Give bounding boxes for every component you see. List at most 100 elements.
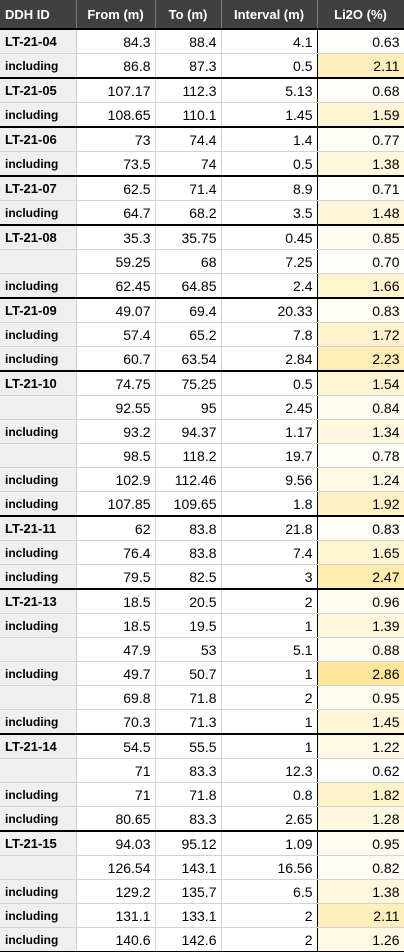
ddh-id-cell: LT-21-07 <box>0 175 77 201</box>
to-cell: 110.1 <box>155 102 222 128</box>
to-cell: 68.2 <box>155 200 222 226</box>
li2o-cell: 1.26 <box>317 927 404 952</box>
from-cell: 69.8 <box>76 685 156 710</box>
ddh-id-cell: including <box>0 53 77 79</box>
from-cell: 79.5 <box>76 564 156 590</box>
interval-cell: 16.56 <box>221 855 318 880</box>
to-cell: 135.7 <box>155 879 222 904</box>
ddh-id-cell: LT-21-10 <box>0 370 77 396</box>
to-cell: 74 <box>155 151 222 177</box>
table-body: LT-21-04 84.3 88.4 4.1 0.63 including 86.8 87.3… <box>0 28 404 952</box>
interval-cell: 1 <box>221 733 318 759</box>
table-row: LT-21-08 35.3 35.75 0.45 0.85 <box>0 224 404 250</box>
table-row: LT-21-04 84.3 88.4 4.1 0.63 <box>0 28 404 54</box>
from-cell: 126.54 <box>76 855 156 880</box>
to-cell: 53 <box>155 637 222 662</box>
interval-cell: 1.8 <box>221 491 318 517</box>
interval-cell: 7.8 <box>221 322 318 347</box>
from-cell: 18.5 <box>76 588 156 614</box>
to-cell: 35.75 <box>155 224 222 250</box>
interval-cell: 3.5 <box>221 200 318 226</box>
li2o-cell: 0.84 <box>317 395 404 420</box>
table-row: including 140.6 142.6 2 1.26 <box>0 927 404 952</box>
li2o-cell: 0.68 <box>317 77 404 103</box>
li2o-cell: 0.95 <box>317 830 404 856</box>
interval-cell: 2 <box>221 903 318 928</box>
li2o-cell: 1.72 <box>317 322 404 347</box>
from-cell: 84.3 <box>76 28 156 54</box>
ddh-id-cell: including <box>0 200 77 226</box>
to-cell: 83.8 <box>155 540 222 565</box>
to-cell: 95 <box>155 395 222 420</box>
ddh-id-cell <box>0 443 77 468</box>
to-cell: 94.37 <box>155 419 222 444</box>
ddh-id-cell <box>0 855 77 880</box>
from-cell: 107.17 <box>76 77 156 103</box>
to-cell: 74.4 <box>155 126 222 152</box>
li2o-cell: 1.38 <box>317 879 404 904</box>
table-row: including 73.5 74 0.5 1.38 <box>0 151 404 177</box>
from-cell: 62.5 <box>76 175 156 201</box>
ddh-id-cell: LT-21-05 <box>0 77 77 103</box>
table-row: LT-21-15 94.03 95.12 1.09 0.95 <box>0 830 404 856</box>
to-cell: 87.3 <box>155 53 222 79</box>
table-row: LT-21-13 18.5 20.5 2 0.96 <box>0 588 404 614</box>
table-row: 98.5 118.2 19.7 0.78 <box>0 443 404 468</box>
ddh-id-cell: LT-21-14 <box>0 733 77 759</box>
interval-cell: 19.7 <box>221 443 318 468</box>
ddh-id-cell: LT-21-15 <box>0 830 77 856</box>
interval-cell: 2 <box>221 927 318 952</box>
interval-cell: 1.17 <box>221 419 318 444</box>
interval-cell: 0.5 <box>221 151 318 177</box>
table-row: 69.8 71.8 2 0.95 <box>0 685 404 710</box>
ddh-id-cell: including <box>0 613 77 638</box>
to-cell: 142.6 <box>155 927 222 952</box>
from-cell: 64.7 <box>76 200 156 226</box>
ddh-id-cell: LT-21-04 <box>0 28 77 54</box>
to-cell: 88.4 <box>155 28 222 54</box>
table-row: LT-21-09 49.07 69.4 20.33 0.83 <box>0 297 404 323</box>
table-row: LT-21-07 62.5 71.4 8.9 0.71 <box>0 175 404 201</box>
from-cell: 59.25 <box>76 249 156 274</box>
interval-cell: 8.9 <box>221 175 318 201</box>
li2o-cell: 0.83 <box>317 515 404 541</box>
li2o-cell: 1.66 <box>317 273 404 299</box>
li2o-cell: 0.70 <box>317 249 404 274</box>
interval-cell: 21.8 <box>221 515 318 541</box>
table-row: including 76.4 83.8 7.4 1.65 <box>0 540 404 565</box>
interval-cell: 0.5 <box>221 370 318 396</box>
to-cell: 71.8 <box>155 685 222 710</box>
interval-cell: 12.3 <box>221 758 318 783</box>
table-row: including 70.3 71.3 1 1.45 <box>0 709 404 735</box>
ddh-id-cell: including <box>0 419 77 444</box>
li2o-cell: 1.39 <box>317 613 404 638</box>
table-row: 59.25 68 7.25 0.70 <box>0 249 404 274</box>
ddh-id-cell: LT-21-11 <box>0 515 77 541</box>
li2o-cell: 0.63 <box>317 28 404 54</box>
from-cell: 71 <box>76 782 156 807</box>
li2o-cell: 0.71 <box>317 175 404 201</box>
table-row: including 18.5 19.5 1 1.39 <box>0 613 404 638</box>
ddh-id-cell: including <box>0 927 77 952</box>
interval-cell: 20.33 <box>221 297 318 323</box>
to-cell: 75.25 <box>155 370 222 396</box>
header-interval: Interval (m) <box>221 0 318 29</box>
interval-cell: 7.25 <box>221 249 318 274</box>
to-cell: 71.3 <box>155 709 222 735</box>
to-cell: 82.5 <box>155 564 222 590</box>
to-cell: 64.85 <box>155 273 222 299</box>
ddh-id-cell: including <box>0 151 77 177</box>
from-cell: 62.45 <box>76 273 156 299</box>
table-row: including 86.8 87.3 0.5 2.11 <box>0 53 404 79</box>
li2o-cell: 1.92 <box>317 491 404 517</box>
interval-cell: 5.1 <box>221 637 318 662</box>
from-cell: 93.2 <box>76 419 156 444</box>
ddh-id-cell: including <box>0 540 77 565</box>
to-cell: 143.1 <box>155 855 222 880</box>
to-cell: 20.5 <box>155 588 222 614</box>
interval-cell: 2.4 <box>221 273 318 299</box>
to-cell: 68 <box>155 249 222 274</box>
from-cell: 47.9 <box>76 637 156 662</box>
table-row: including 64.7 68.2 3.5 1.48 <box>0 200 404 226</box>
li2o-cell: 0.96 <box>317 588 404 614</box>
